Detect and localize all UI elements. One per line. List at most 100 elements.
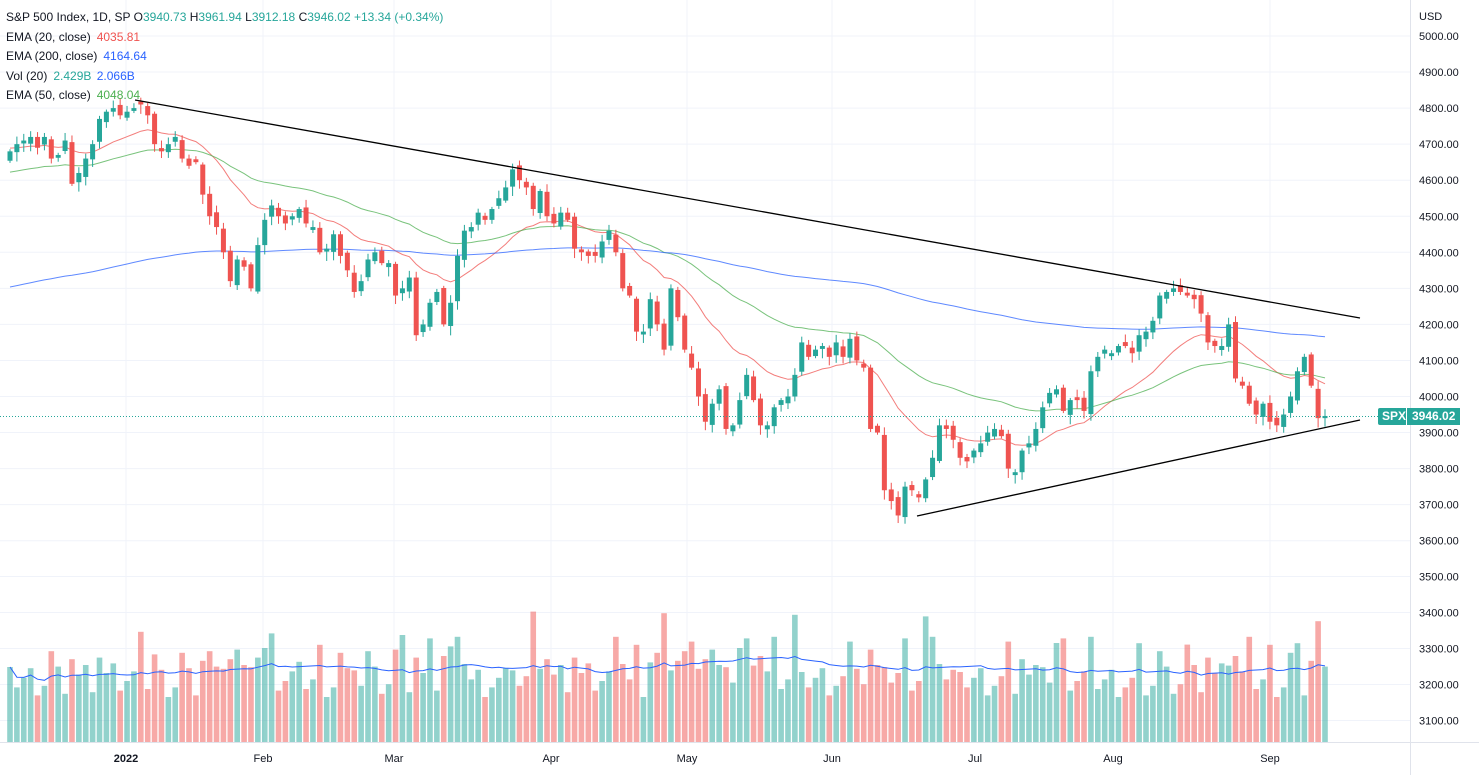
candle[interactable] [1288,391,1294,418]
candle[interactable] [117,98,123,120]
candle[interactable] [826,345,832,366]
candle[interactable] [7,149,13,163]
candle[interactable] [1129,340,1135,363]
candle[interactable] [303,199,309,228]
candle[interactable] [262,213,268,255]
candle[interactable] [744,368,750,400]
candle[interactable] [592,244,598,263]
candle[interactable] [957,438,963,466]
candle[interactable] [158,140,164,159]
candle[interactable] [379,246,385,266]
candle[interactable] [448,295,454,336]
candle[interactable] [923,477,929,503]
candle[interactable] [723,383,729,435]
candle[interactable] [764,421,770,438]
candle[interactable] [110,100,116,117]
candle[interactable] [351,265,357,298]
candle[interactable] [840,339,846,364]
upper-trendline[interactable] [134,99,1361,319]
candle[interactable] [613,229,619,257]
candle[interactable] [1171,280,1177,296]
candle[interactable] [1226,317,1232,352]
candle[interactable] [675,286,681,322]
candle[interactable] [936,418,942,464]
candle[interactable] [627,282,633,298]
candle[interactable] [131,103,137,114]
ema50-line[interactable] [9,148,1326,412]
candle[interactable] [1033,422,1039,452]
candle[interactable] [1184,286,1190,298]
candle[interactable] [1122,334,1128,349]
candle[interactable] [406,270,412,299]
candle[interactable] [152,111,158,152]
candle[interactable] [950,420,956,449]
candle[interactable] [1095,351,1101,378]
candle[interactable] [413,271,419,341]
candle[interactable] [1074,389,1080,409]
candle[interactable] [992,423,998,440]
legend-ema20[interactable]: EMA (20, close) 4035.81 [6,28,443,48]
candle[interactable] [523,177,529,195]
candle[interactable] [668,284,674,351]
candle[interactable] [90,140,96,167]
candles[interactable] [7,97,1328,524]
candle[interactable] [1281,408,1287,433]
candle[interactable] [207,186,213,225]
candle[interactable] [427,298,433,331]
candle[interactable] [599,234,605,264]
candle[interactable] [35,132,41,155]
candle[interactable] [461,224,467,268]
candle[interactable] [806,339,812,360]
candle[interactable] [1219,338,1225,356]
candle[interactable] [702,388,708,431]
candle[interactable] [1040,401,1046,434]
candle[interactable] [1136,329,1142,361]
candle[interactable] [751,370,757,403]
candle[interactable] [200,162,206,204]
candle[interactable] [902,481,908,524]
candle[interactable] [572,212,578,259]
candle[interactable] [1177,278,1183,296]
candle[interactable] [792,368,798,402]
ema20-line[interactable] [9,129,1326,446]
candle[interactable] [289,213,295,226]
candle[interactable] [1239,376,1245,389]
candle[interactable] [186,154,192,169]
candle[interactable] [220,222,226,259]
candle[interactable] [730,423,736,437]
candle[interactable] [682,313,688,353]
candle[interactable] [420,319,426,337]
candle[interactable] [83,153,89,186]
candle[interactable] [737,392,743,429]
candle[interactable] [1019,448,1025,480]
candle[interactable] [365,253,371,282]
candle[interactable] [1060,384,1066,414]
candle[interactable] [393,261,399,305]
candle[interactable] [1088,365,1094,421]
legend-vol[interactable]: Vol (20) 2.429B 2.066B [6,67,443,87]
candle[interactable] [868,364,874,433]
candle[interactable] [1115,343,1121,356]
candle[interactable] [544,184,550,222]
candle[interactable] [276,202,282,224]
candle[interactable] [695,361,701,406]
candle[interactable] [496,190,502,209]
candle[interactable] [785,388,791,410]
symbol-line[interactable]: S&P 500 Index, 1D, SP [6,10,131,24]
candle[interactable] [1315,381,1321,428]
candle[interactable] [1109,350,1115,361]
candle[interactable] [331,230,337,261]
candle[interactable] [647,292,653,337]
candle[interactable] [757,393,763,435]
candle[interactable] [234,255,240,290]
candle[interactable] [317,222,323,255]
candle[interactable] [909,481,915,496]
candle[interactable] [97,115,103,149]
candle[interactable] [1102,345,1108,359]
candle[interactable] [310,220,316,234]
candle[interactable] [516,160,522,189]
trendlines[interactable] [134,99,1361,517]
candle[interactable] [895,491,901,524]
candle[interactable] [1067,397,1073,425]
candle[interactable] [214,205,220,235]
